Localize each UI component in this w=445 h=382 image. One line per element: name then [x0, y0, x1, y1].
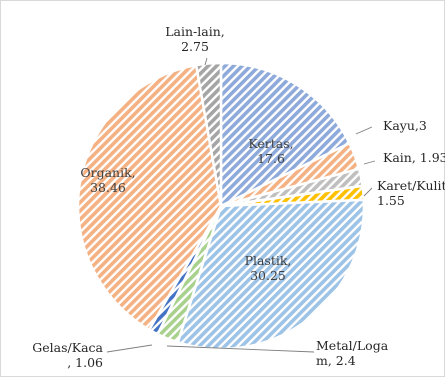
leader-line-kain — [363, 160, 376, 165]
data-label-kertas: Kertas, 17.6 — [248, 136, 293, 166]
data-label-gelas-kaca: Gelas/Kaca, 1.06 — [32, 340, 103, 370]
data-label-plastik: Plastik, 30.25 — [245, 253, 292, 283]
data-label-organik: Organik, 38.46 — [80, 165, 135, 195]
data-label-line: , 1.06 — [67, 355, 103, 370]
data-label-line: Organik, — [80, 165, 135, 180]
leader-line-gelas-kaca — [106, 344, 153, 353]
data-label-line: 30.25 — [250, 268, 286, 283]
data-label-line: Metal/Loga — [316, 338, 389, 353]
data-label-line: 1.55 — [377, 193, 405, 208]
leader-line-karet-kulit — [363, 187, 373, 197]
data-label-line: Plastik, — [245, 253, 292, 268]
data-label-karet-kulit: Karet/Kulit, 1.55 — [377, 178, 445, 208]
data-label-line: Karet/Kulit, — [377, 178, 445, 193]
data-label-line: 17.6 — [257, 151, 285, 166]
data-label-line: Kertas, — [248, 136, 293, 151]
leader-line-metal-logam — [166, 345, 315, 353]
data-label-line: Gelas/Kaca — [32, 340, 103, 355]
data-label-metal-logam: Metal/Loga m, 2.4 — [316, 338, 389, 368]
slice-lain-lain — [194, 61, 223, 208]
data-label-kain: Kain, 1.93 — [383, 150, 445, 165]
slices-layer — [76, 61, 366, 351]
data-label-line: 38.46 — [90, 180, 126, 195]
data-label-kayu: Kayu,3 — [383, 118, 427, 133]
data-label-line: Lain-lain, — [165, 24, 225, 39]
slice-kertas — [219, 61, 351, 208]
data-label-line: 2.75 — [181, 39, 209, 54]
data-label-lain-lain: Lain-lain, 2.75 — [165, 24, 225, 54]
data-label-line: m, 2.4 — [316, 353, 356, 368]
data-label-line: Kayu,3 — [383, 118, 427, 133]
data-label-line: Kain, 1.93 — [383, 150, 445, 165]
leader-line-kayu — [355, 126, 373, 135]
leader-lines — [106, 57, 376, 353]
slice-plastik — [176, 198, 366, 351]
leader-line-lain-lain — [204, 57, 208, 66]
slice-organik — [76, 63, 223, 331]
